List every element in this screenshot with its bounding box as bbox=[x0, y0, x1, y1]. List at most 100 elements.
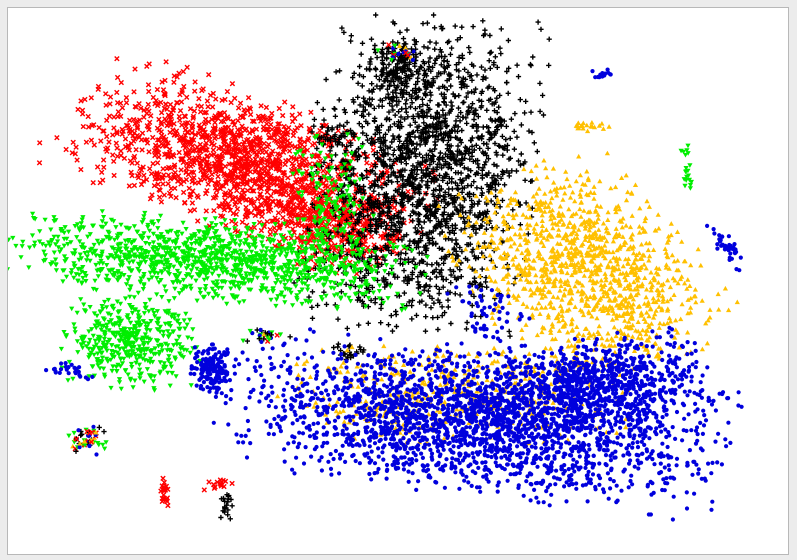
data-point bbox=[55, 234, 61, 240]
data-point bbox=[146, 108, 152, 114]
data-point bbox=[403, 101, 409, 107]
data-point bbox=[537, 108, 543, 114]
data-point bbox=[511, 146, 517, 152]
data-point bbox=[298, 123, 304, 129]
data-point bbox=[335, 316, 341, 322]
data-point bbox=[54, 135, 60, 141]
data-point bbox=[163, 59, 169, 65]
data-point bbox=[53, 268, 59, 273]
data-point bbox=[510, 207, 516, 213]
data-point bbox=[171, 79, 177, 85]
data-point bbox=[483, 279, 489, 285]
data-point bbox=[245, 95, 252, 101]
data-point bbox=[388, 313, 394, 319]
data-point bbox=[293, 284, 299, 289]
data-point bbox=[484, 107, 490, 113]
data-point bbox=[111, 114, 117, 120]
data-point bbox=[84, 258, 90, 263]
data-point bbox=[150, 161, 156, 167]
data-point bbox=[317, 127, 323, 134]
data-point bbox=[383, 226, 389, 232]
data-point bbox=[196, 96, 202, 102]
data-point bbox=[355, 94, 361, 100]
data-point bbox=[302, 251, 308, 257]
data-point bbox=[377, 283, 383, 289]
data-point bbox=[107, 101, 113, 107]
data-point bbox=[79, 107, 86, 113]
data-point bbox=[141, 114, 147, 120]
data-point bbox=[461, 99, 467, 105]
scatter-plot bbox=[8, 12, 744, 522]
data-point bbox=[379, 261, 385, 267]
data-point bbox=[159, 295, 165, 300]
data-point bbox=[484, 284, 490, 290]
data-point bbox=[337, 68, 343, 74]
data-point bbox=[115, 278, 121, 283]
data-point bbox=[247, 111, 254, 118]
data-point bbox=[160, 166, 166, 172]
data-point bbox=[185, 171, 192, 178]
data-point bbox=[218, 221, 224, 227]
data-point bbox=[414, 141, 420, 147]
data-point bbox=[234, 206, 241, 212]
data-point bbox=[356, 121, 362, 127]
data-point bbox=[310, 196, 316, 203]
data-point bbox=[522, 177, 528, 183]
data-point bbox=[88, 137, 95, 143]
data-point bbox=[504, 142, 511, 148]
data-point bbox=[222, 163, 228, 169]
data-point bbox=[421, 219, 427, 225]
data-point bbox=[162, 77, 168, 84]
data-point bbox=[189, 121, 195, 127]
data-point bbox=[502, 182, 508, 188]
data-point bbox=[263, 104, 270, 111]
data-point bbox=[338, 296, 344, 302]
data-point bbox=[478, 185, 484, 191]
data-point bbox=[460, 114, 466, 120]
data-point bbox=[42, 253, 48, 258]
data-point bbox=[432, 46, 438, 52]
data-point bbox=[235, 105, 242, 111]
data-point bbox=[78, 166, 84, 173]
data-point bbox=[481, 141, 487, 147]
data-point bbox=[148, 113, 154, 119]
data-point bbox=[200, 86, 206, 92]
data-point bbox=[63, 274, 70, 280]
data-point bbox=[432, 25, 438, 31]
data-point bbox=[423, 302, 429, 308]
data-point bbox=[74, 157, 80, 163]
data-point bbox=[26, 265, 32, 270]
data-point bbox=[232, 241, 238, 247]
data-point bbox=[140, 164, 146, 170]
data-point bbox=[407, 213, 413, 219]
data-point bbox=[144, 137, 150, 143]
data-point bbox=[480, 18, 486, 24]
data-point bbox=[269, 110, 275, 117]
data-point bbox=[458, 170, 464, 176]
data-point bbox=[182, 200, 188, 206]
data-point bbox=[210, 147, 216, 153]
data-point bbox=[297, 111, 303, 117]
data-point bbox=[374, 83, 380, 89]
data-point bbox=[134, 118, 141, 124]
data-point bbox=[158, 199, 165, 205]
data-point bbox=[385, 322, 392, 328]
data-point bbox=[171, 264, 177, 270]
data-point bbox=[500, 152, 506, 158]
data-point bbox=[258, 227, 265, 234]
data-point bbox=[372, 118, 378, 124]
data-point bbox=[158, 110, 165, 116]
data-point bbox=[528, 109, 534, 115]
data-point bbox=[385, 296, 391, 301]
data-point bbox=[498, 26, 504, 32]
data-point bbox=[452, 23, 458, 29]
data-point bbox=[210, 295, 216, 301]
data-point bbox=[258, 103, 264, 109]
data-point bbox=[276, 121, 283, 127]
data-point bbox=[364, 66, 370, 72]
data-point bbox=[191, 207, 198, 213]
data-point bbox=[242, 127, 248, 133]
data-point bbox=[154, 86, 161, 93]
data-point bbox=[449, 186, 455, 192]
data-point bbox=[514, 62, 520, 68]
